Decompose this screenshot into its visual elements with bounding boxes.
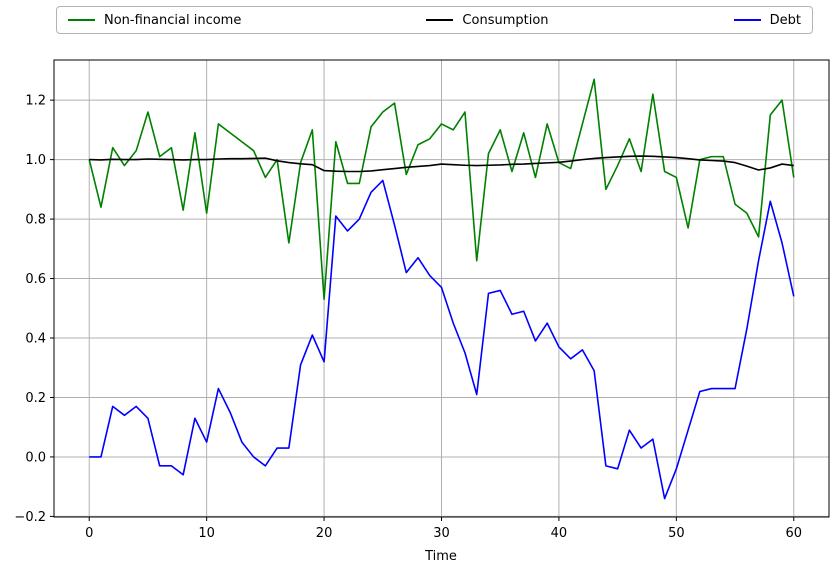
y-tick-label: 0.8 [25, 213, 46, 228]
legend-line-sample-debt [733, 19, 761, 21]
y-tick-label: 1.2 [25, 94, 46, 109]
x-tick-label: 20 [316, 526, 333, 541]
x-tick-label: 30 [433, 526, 450, 541]
legend-line-sample-non-financial-income [68, 19, 95, 21]
legend-item-non-financial-income: Non-financial income [68, 13, 241, 28]
legend-item-consumption: Consumption [426, 12, 549, 28]
x-axis-title: Time [424, 549, 457, 564]
x-tick-label: 40 [551, 526, 568, 541]
legend: Non-financial income Consumption Debt [56, 6, 813, 34]
legend-line-sample-consumption [426, 19, 454, 21]
y-tick-label: 0.2 [25, 391, 46, 406]
y-tick-label: 0.4 [25, 332, 46, 347]
legend-label: Non-financial income [104, 12, 242, 28]
x-tick-label: 60 [785, 526, 802, 541]
x-tick-label: 50 [668, 526, 685, 541]
y-tick-label: 1.0 [25, 153, 46, 168]
series-line-non-financial-income [88, 78, 795, 301]
y-tick-label: 0.6 [25, 272, 46, 287]
y-tick-label: 0.0 [25, 450, 46, 465]
series-line-debt [89, 179, 795, 500]
x-tick-label: 0 [85, 526, 93, 541]
series-layer [88, 78, 795, 500]
x-tick-label: 10 [198, 526, 215, 541]
legend-label: Consumption [462, 12, 549, 28]
legend-item-debt: Debt [733, 12, 801, 28]
series-line-consumption [89, 155, 794, 173]
legend-label: Debt [769, 12, 801, 28]
y-tick-label: −0.2 [14, 510, 46, 525]
axis-layer: 0 10 20 30 40 50 60 −0.2 0.0 0.2 0.4 0.6 0.8 1.0 1.2 [14, 59, 830, 541]
